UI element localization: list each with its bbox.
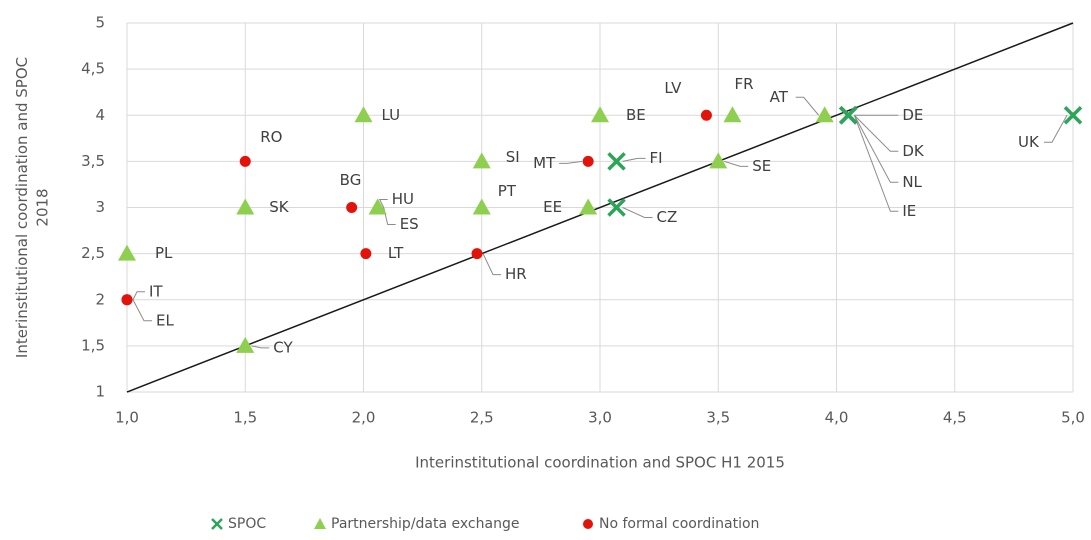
point-se bbox=[709, 152, 728, 169]
point-cz bbox=[607, 198, 626, 217]
point-ie bbox=[839, 106, 858, 125]
point-label-si: SI bbox=[506, 148, 520, 166]
leader-line-nl bbox=[853, 115, 899, 183]
leader-line-ie bbox=[853, 115, 899, 212]
legend-entry-1: SPOC bbox=[228, 516, 266, 532]
x-tick-label: 1,5 bbox=[233, 409, 257, 427]
leader-line-fi bbox=[622, 157, 646, 162]
x-tick-label: 4,0 bbox=[825, 409, 849, 427]
leader-line-it bbox=[132, 291, 145, 300]
legend-marker-partnership bbox=[314, 518, 326, 529]
leader-line-cy bbox=[251, 345, 270, 349]
x-tick-label: 4,5 bbox=[943, 409, 967, 427]
point-bg bbox=[346, 202, 358, 213]
point-label-fi: FI bbox=[650, 149, 663, 167]
x-tick-label: 3,0 bbox=[588, 409, 612, 427]
x-axis-title: Interinstitutional coordination and SPOC… bbox=[415, 454, 785, 472]
point-label-lv: LV bbox=[664, 79, 682, 97]
point-pl bbox=[118, 244, 136, 261]
point-label-at: AT bbox=[770, 88, 789, 106]
point-label-be: BE bbox=[626, 106, 646, 124]
point-label-lu: LU bbox=[382, 106, 401, 124]
leader-line-es bbox=[383, 207, 396, 225]
point-be bbox=[591, 106, 609, 123]
point-label-pt: PT bbox=[498, 182, 517, 200]
leader-line-hu bbox=[378, 199, 388, 208]
point-label-ro: RO bbox=[260, 128, 282, 146]
y-tick-label: 5 bbox=[95, 14, 105, 32]
legend-entry-3: No formal coordination bbox=[599, 516, 759, 532]
point-label-bg: BG bbox=[340, 171, 362, 189]
y-tick-label: 2 bbox=[95, 290, 105, 308]
point-label-dk: DK bbox=[902, 142, 925, 160]
y-tick-label: 3 bbox=[95, 198, 105, 216]
point-label-hr: HR bbox=[505, 265, 527, 283]
leader-line-hr bbox=[482, 253, 502, 276]
leader-line-el bbox=[132, 299, 152, 322]
point-cy bbox=[236, 336, 255, 353]
point-sk bbox=[236, 198, 255, 215]
y-tick-label: 1,5 bbox=[81, 336, 105, 354]
point-fi bbox=[607, 152, 626, 171]
leader-line-mt bbox=[559, 160, 583, 164]
point-label-cz: CZ bbox=[657, 208, 678, 226]
point-label-el: EL bbox=[156, 311, 174, 329]
x-tick-label: 2,5 bbox=[470, 409, 494, 427]
y-tick-label: 1 bbox=[95, 383, 105, 401]
point-label-se: SE bbox=[752, 157, 771, 175]
point-fr bbox=[723, 106, 742, 123]
point-hr bbox=[471, 248, 483, 260]
point-label-fr: FR bbox=[734, 75, 753, 93]
point-es bbox=[368, 198, 387, 215]
leader-line-uk bbox=[1044, 115, 1068, 143]
point-el bbox=[121, 294, 133, 306]
y-tick-label: 2,5 bbox=[81, 244, 105, 262]
leader-line-dk bbox=[853, 114, 899, 152]
point-si bbox=[472, 152, 491, 169]
legend-marker-no-formal bbox=[583, 519, 593, 529]
point-label-cy: CY bbox=[273, 338, 293, 356]
y-tick-label: 4 bbox=[95, 106, 105, 124]
y-axis-title: Interinstitutional coordination and SPOC… bbox=[13, 57, 51, 358]
point-label-pl: PL bbox=[155, 244, 173, 262]
point-label-de: DE bbox=[902, 106, 923, 124]
point-label-uk: UK bbox=[1018, 133, 1040, 151]
x-tick-label: 3,5 bbox=[706, 409, 730, 427]
point-lt bbox=[360, 248, 372, 260]
point-pt bbox=[472, 198, 491, 215]
point-ee bbox=[579, 198, 598, 215]
point-at bbox=[815, 106, 834, 123]
x-tick-label: 1,0 bbox=[115, 409, 139, 427]
point-label-lt: LT bbox=[388, 244, 404, 262]
point-label-ee: EE bbox=[543, 198, 562, 216]
point-label-mt: MT bbox=[533, 154, 556, 172]
leader-line-cz bbox=[622, 207, 653, 218]
point-label-sk: SK bbox=[269, 198, 290, 216]
point-ro bbox=[239, 155, 251, 167]
leader-line-se bbox=[724, 160, 749, 167]
diagonal-reference-line bbox=[126, 22, 1074, 393]
x-tick-label: 5,0 bbox=[1061, 409, 1085, 427]
leader-line-at bbox=[795, 96, 820, 116]
point-label-it: IT bbox=[149, 282, 163, 300]
point-lu bbox=[354, 106, 373, 123]
legend-entry-2: Partnership/data exchange bbox=[331, 516, 519, 532]
point-mt bbox=[582, 155, 594, 167]
y-tick-label: 4,5 bbox=[81, 60, 105, 78]
x-tick-label: 2,0 bbox=[352, 409, 376, 427]
point-lv bbox=[700, 109, 712, 121]
point-label-nl: NL bbox=[902, 173, 922, 191]
y-tick-label: 3,5 bbox=[81, 152, 105, 170]
point-label-es: ES bbox=[400, 215, 419, 233]
legend-marker-spoc bbox=[211, 518, 223, 530]
point-label-ie: IE bbox=[902, 202, 916, 220]
point-label-hu: HU bbox=[392, 190, 414, 208]
point-uk bbox=[1063, 106, 1083, 125]
